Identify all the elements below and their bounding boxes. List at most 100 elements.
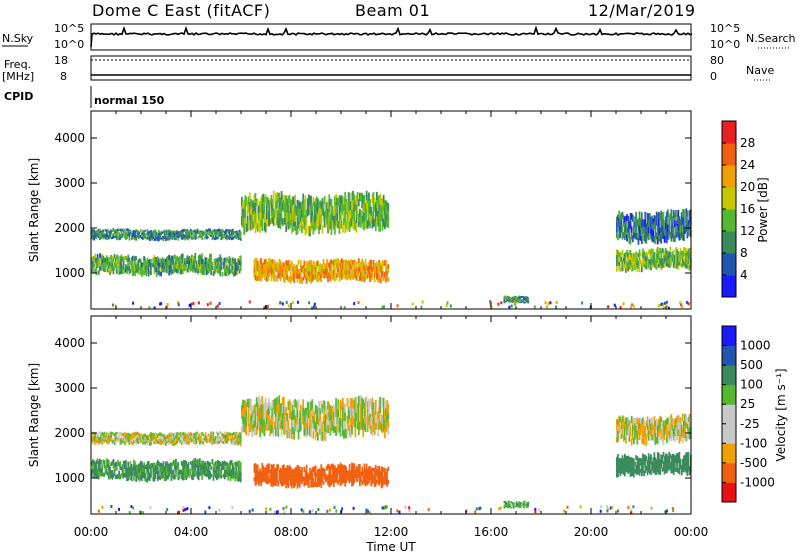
echo-cell (247, 196, 250, 205)
echo-cell (285, 274, 288, 279)
echo-cell (298, 477, 301, 483)
echo-cell (216, 460, 218, 466)
echo-cell (659, 415, 661, 422)
echo-cell (144, 234, 147, 237)
echo-cell (181, 231, 184, 235)
echo-cell (362, 418, 365, 428)
echo-cell (668, 215, 671, 222)
echo-cell (311, 211, 314, 220)
nsky-frame (90, 23, 692, 51)
echo-cell (162, 434, 165, 437)
echo-cell (308, 275, 310, 281)
echo-cell (352, 209, 354, 220)
echo-cell (194, 433, 197, 436)
echo-cell (325, 473, 327, 479)
echo-cell (169, 268, 172, 273)
echo-cell (251, 208, 253, 216)
echo-cell (318, 401, 320, 410)
echo-cell (288, 194, 291, 204)
echo-cell (328, 476, 331, 482)
echo-cell (651, 417, 653, 424)
echo-cell (143, 234, 146, 237)
echo-cell (503, 506, 506, 509)
echo-cell (336, 272, 339, 278)
echo-cell (94, 435, 97, 439)
echo-cell (618, 210, 621, 218)
echo-cell (505, 506, 508, 508)
echo-cell (525, 503, 527, 506)
echo-speckle (672, 509, 675, 513)
echo-cell (201, 475, 203, 480)
echo-cell (221, 438, 224, 442)
echo-cell (385, 265, 387, 272)
echo-cell (285, 473, 288, 479)
echo-cell (629, 472, 632, 478)
echo-cell (201, 432, 203, 435)
echo-cell (210, 232, 213, 235)
echo-cell (335, 477, 337, 482)
echo-cell (213, 237, 216, 241)
echo-cell (266, 276, 268, 282)
echo-cell (284, 277, 286, 283)
echo-cell (625, 461, 627, 467)
echo-cell (113, 472, 116, 476)
echo-cell (314, 404, 317, 414)
echo-cell (339, 474, 342, 481)
echo-cell (235, 462, 238, 467)
echo-cell (228, 234, 231, 238)
echo-cell (131, 232, 134, 235)
echo-cell (616, 472, 618, 478)
echo-cell (93, 433, 96, 436)
echo-cell (102, 267, 105, 271)
echo-cell (125, 469, 127, 474)
echo-cell (258, 413, 260, 423)
echo-cell (661, 258, 664, 264)
echo-cell (356, 474, 359, 478)
echo-cell (315, 472, 318, 478)
echo-cell (150, 470, 152, 475)
echo-cell (309, 471, 311, 476)
echo-cell (380, 197, 383, 206)
echo-cell (379, 421, 382, 430)
echo-cell (633, 219, 635, 227)
echo-cell (195, 236, 198, 240)
echo-cell (639, 461, 642, 466)
echo-cell (387, 466, 390, 472)
echo-cell (314, 481, 317, 487)
echo-cell (306, 409, 309, 419)
echo-cell (176, 438, 178, 441)
echo-cell (137, 230, 140, 233)
echo-cell (309, 271, 311, 277)
echo-cell (167, 260, 169, 265)
echo-cell (220, 438, 223, 441)
echo-cell (650, 255, 652, 261)
echo-cell (158, 441, 160, 444)
echo-cell (504, 300, 507, 303)
echo-cell (141, 232, 143, 235)
echo-cell (100, 438, 102, 441)
echo-cell (261, 213, 264, 223)
echo-cell (345, 264, 348, 270)
echo-cell (326, 268, 328, 274)
echo-cell (343, 203, 345, 211)
echo-cell (519, 297, 522, 300)
echo-cell (151, 263, 153, 268)
echo-cell (104, 236, 107, 240)
echo-cell (180, 474, 183, 480)
echo-cell (344, 191, 347, 203)
echo-cell (382, 218, 385, 227)
echo-cell (297, 419, 300, 430)
echo-cell (260, 481, 263, 487)
echo-cell (625, 455, 627, 462)
echo-cell (386, 423, 388, 431)
echo-cell (297, 269, 300, 275)
echo-cell (380, 264, 383, 270)
echo-cell (234, 258, 236, 263)
echo-cell (205, 257, 208, 263)
echo-cell (217, 231, 219, 235)
echo-cell (678, 224, 681, 233)
echo-cell (270, 216, 273, 224)
echo-cell (371, 193, 374, 203)
echo-cell (671, 463, 674, 469)
echo-cell (374, 270, 377, 275)
